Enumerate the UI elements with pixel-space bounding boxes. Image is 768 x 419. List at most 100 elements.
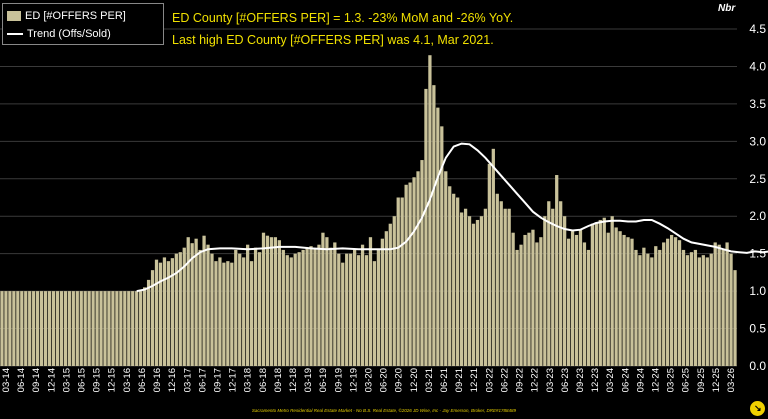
x-tick-label: 06-25 xyxy=(681,368,692,392)
bar xyxy=(487,163,491,366)
bar xyxy=(349,253,353,366)
bar xyxy=(119,291,123,366)
bar xyxy=(388,223,392,366)
bar xyxy=(570,231,575,366)
bar xyxy=(83,291,87,366)
bar xyxy=(12,291,16,366)
bar xyxy=(578,229,583,366)
bar xyxy=(135,291,139,366)
bar xyxy=(39,291,44,366)
bar xyxy=(669,234,674,366)
bar xyxy=(563,216,567,366)
bar xyxy=(404,184,408,366)
bar xyxy=(75,291,79,366)
bar xyxy=(634,249,638,366)
bar xyxy=(79,291,83,366)
y-tick-label: 2.0 xyxy=(749,209,766,223)
bar xyxy=(733,270,737,366)
bar xyxy=(99,291,103,366)
bar xyxy=(392,216,396,366)
bar xyxy=(646,253,650,366)
chart-subtitle: Last high ED County [#OFFERS PER] was 4.… xyxy=(172,33,494,47)
bar xyxy=(345,253,349,366)
bar xyxy=(681,249,686,366)
x-tick-label: 03-18 xyxy=(243,368,254,392)
bar xyxy=(590,223,595,366)
y-tick-label: 4.5 xyxy=(749,22,766,36)
bar xyxy=(59,291,64,366)
x-tick-label: 06-23 xyxy=(560,368,571,392)
bar xyxy=(115,291,119,366)
bar xyxy=(372,261,377,366)
bar xyxy=(107,291,111,366)
x-tick-label: 06-19 xyxy=(318,368,329,392)
bar xyxy=(420,160,424,366)
x-tick-label: 09-23 xyxy=(575,368,586,392)
bar xyxy=(527,232,531,366)
bar xyxy=(697,257,701,366)
bar xyxy=(626,237,630,366)
bar xyxy=(301,249,305,366)
bar xyxy=(622,234,626,366)
bar xyxy=(305,247,309,366)
bar xyxy=(416,171,420,366)
logo-icon: ↘ xyxy=(750,401,765,416)
x-tick-label: 09-15 xyxy=(92,368,103,392)
x-tick-label: 03-26 xyxy=(726,368,737,392)
bar xyxy=(146,279,151,366)
x-tick-label: 12-16 xyxy=(167,368,178,392)
gridlines xyxy=(0,28,737,367)
bar xyxy=(55,291,60,366)
bar xyxy=(721,249,725,366)
y-tick-label: 2.5 xyxy=(749,172,766,186)
bar xyxy=(186,237,190,366)
bar xyxy=(519,244,523,366)
bar xyxy=(673,237,678,366)
bar xyxy=(174,253,178,366)
bar xyxy=(273,237,278,366)
x-tick-label: 12-23 xyxy=(590,368,601,392)
bar xyxy=(384,231,388,366)
bar xyxy=(364,255,369,366)
bar xyxy=(551,208,555,366)
bar xyxy=(63,291,68,366)
bar xyxy=(210,253,214,366)
bar xyxy=(713,242,717,366)
bar xyxy=(559,201,563,366)
bar xyxy=(475,219,480,366)
bar xyxy=(43,291,48,366)
bar xyxy=(428,55,432,366)
bar xyxy=(547,201,551,366)
bar xyxy=(309,246,313,366)
x-tick-label: 09-18 xyxy=(273,368,284,392)
bar xyxy=(325,237,329,366)
bar xyxy=(67,291,71,366)
bar xyxy=(8,291,12,366)
x-tick-label: 12-25 xyxy=(711,368,722,392)
bar xyxy=(677,240,682,366)
bar xyxy=(293,253,297,366)
arrow-icon: ↘ xyxy=(754,403,762,413)
bar xyxy=(285,255,289,366)
x-tick-label: 12-19 xyxy=(348,368,359,392)
bar xyxy=(170,258,174,366)
bar xyxy=(226,261,230,366)
bar xyxy=(4,291,8,366)
bar xyxy=(448,186,452,366)
x-tick-label: 12-15 xyxy=(107,368,118,392)
bar xyxy=(511,232,515,366)
bar xyxy=(452,193,456,366)
legend-bar-label: ED [#OFFERS PER] xyxy=(25,10,126,22)
x-tick-label: 06-21 xyxy=(439,368,450,392)
bar xyxy=(368,237,373,366)
bar xyxy=(51,291,56,366)
x-tick-label: 03-25 xyxy=(666,368,677,392)
legend-bar-swatch xyxy=(7,11,21,21)
bar xyxy=(198,249,202,366)
bar xyxy=(594,222,598,366)
bar xyxy=(0,291,4,366)
bar xyxy=(353,249,357,366)
bar xyxy=(535,242,539,366)
bar xyxy=(242,257,246,366)
x-tick-label: 03-20 xyxy=(364,368,375,392)
